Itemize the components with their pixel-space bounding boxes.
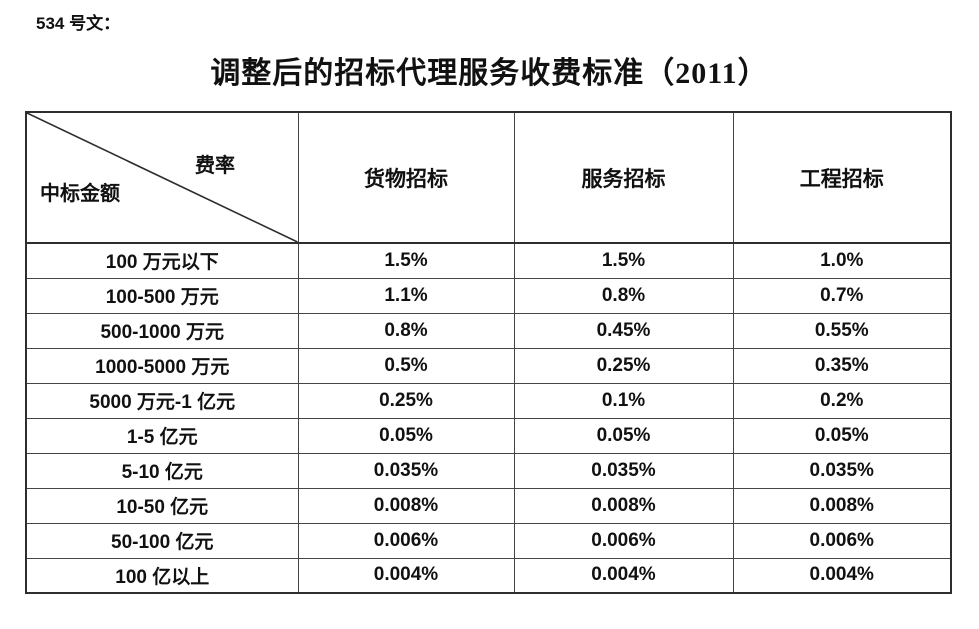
rate-cell-services: 0.004%	[513, 557, 734, 594]
amount-cell: 100 亿以上	[25, 557, 299, 594]
rate-cell-goods: 0.8%	[297, 312, 515, 349]
rate-cell-engineering: 0.004%	[732, 557, 952, 594]
header-row: 费率 中标金额 货物招标 服务招标 工程招标	[25, 111, 952, 244]
rate-cell-engineering: 0.006%	[732, 522, 952, 559]
rate-cell-services: 0.035%	[513, 452, 734, 489]
rate-cell-goods: 0.25%	[297, 382, 515, 419]
table-row: 1000-5000 万元 0.5% 0.25% 0.35%	[25, 347, 952, 384]
rate-cell-services: 0.45%	[513, 312, 734, 349]
amount-cell: 50-100 亿元	[25, 522, 299, 559]
rate-cell-engineering: 0.55%	[732, 312, 952, 349]
rate-cell-goods: 0.5%	[297, 347, 515, 384]
rate-cell-goods: 1.5%	[297, 242, 515, 279]
rate-cell-services: 1.5%	[513, 242, 734, 279]
amount-cell: 1-5 亿元	[25, 417, 299, 454]
rate-cell-services: 0.008%	[513, 487, 734, 524]
rate-cell-goods: 0.05%	[297, 417, 515, 454]
rate-cell-services: 0.1%	[513, 382, 734, 419]
table-row: 5-10 亿元 0.035% 0.035% 0.035%	[25, 452, 952, 489]
bid-amount-axis-label: 中标金额	[40, 183, 120, 205]
rate-cell-engineering: 0.7%	[732, 277, 952, 314]
table-row: 1-5 亿元 0.05% 0.05% 0.05%	[25, 417, 952, 454]
amount-cell: 1000-5000 万元	[25, 347, 299, 384]
table-row: 100 亿以上 0.004% 0.004% 0.004%	[25, 557, 952, 594]
rate-cell-goods: 1.1%	[297, 277, 515, 314]
rate-cell-goods: 0.008%	[297, 487, 515, 524]
rate-cell-goods: 0.035%	[297, 452, 515, 489]
rate-cell-engineering: 0.2%	[732, 382, 952, 419]
amount-cell: 10-50 亿元	[25, 487, 299, 524]
rate-cell-services: 0.8%	[513, 277, 734, 314]
column-header-engineering: 工程招标	[732, 111, 952, 244]
rate-cell-goods: 0.004%	[297, 557, 515, 594]
rate-cell-services: 0.25%	[513, 347, 734, 384]
rate-cell-engineering: 0.35%	[732, 347, 952, 384]
table-row: 10-50 亿元 0.008% 0.008% 0.008%	[25, 487, 952, 524]
page-title: 调整后的招标代理服务收费标准（2011）	[210, 57, 769, 90]
table-row: 50-100 亿元 0.006% 0.006% 0.006%	[25, 522, 952, 559]
amount-cell: 500-1000 万元	[25, 312, 299, 349]
rate-cell-services: 0.006%	[513, 522, 734, 559]
rate-cell-engineering: 0.008%	[732, 487, 952, 524]
table-row: 500-1000 万元 0.8% 0.45% 0.55%	[25, 312, 952, 349]
column-header-services: 服务招标	[513, 111, 734, 244]
amount-cell: 100 万元以下	[25, 242, 299, 279]
fee-rate-table: 费率 中标金额 货物招标 服务招标 工程招标 100 万元以下 1.5% 1.5…	[25, 111, 952, 594]
column-header-goods: 货物招标	[297, 111, 515, 244]
amount-cell: 5-10 亿元	[25, 452, 299, 489]
amount-cell: 5000 万元-1 亿元	[25, 382, 299, 419]
rate-cell-engineering: 0.035%	[732, 452, 952, 489]
table-row: 100-500 万元 1.1% 0.8% 0.7%	[25, 277, 952, 314]
table-row: 100 万元以下 1.5% 1.5% 1.0%	[25, 242, 952, 279]
table-row: 5000 万元-1 亿元 0.25% 0.1% 0.2%	[25, 382, 952, 419]
fee-rate-axis-label: 费率	[195, 155, 235, 177]
rate-cell-goods: 0.006%	[297, 522, 515, 559]
diagonal-line	[27, 113, 298, 242]
amount-cell: 100-500 万元	[25, 277, 299, 314]
rate-cell-engineering: 1.0%	[732, 242, 952, 279]
corner-header-cell: 费率 中标金额	[25, 111, 299, 244]
doc-number-label: 534 号文：	[36, 14, 121, 33]
rate-cell-engineering: 0.05%	[732, 417, 952, 454]
rate-cell-services: 0.05%	[513, 417, 734, 454]
